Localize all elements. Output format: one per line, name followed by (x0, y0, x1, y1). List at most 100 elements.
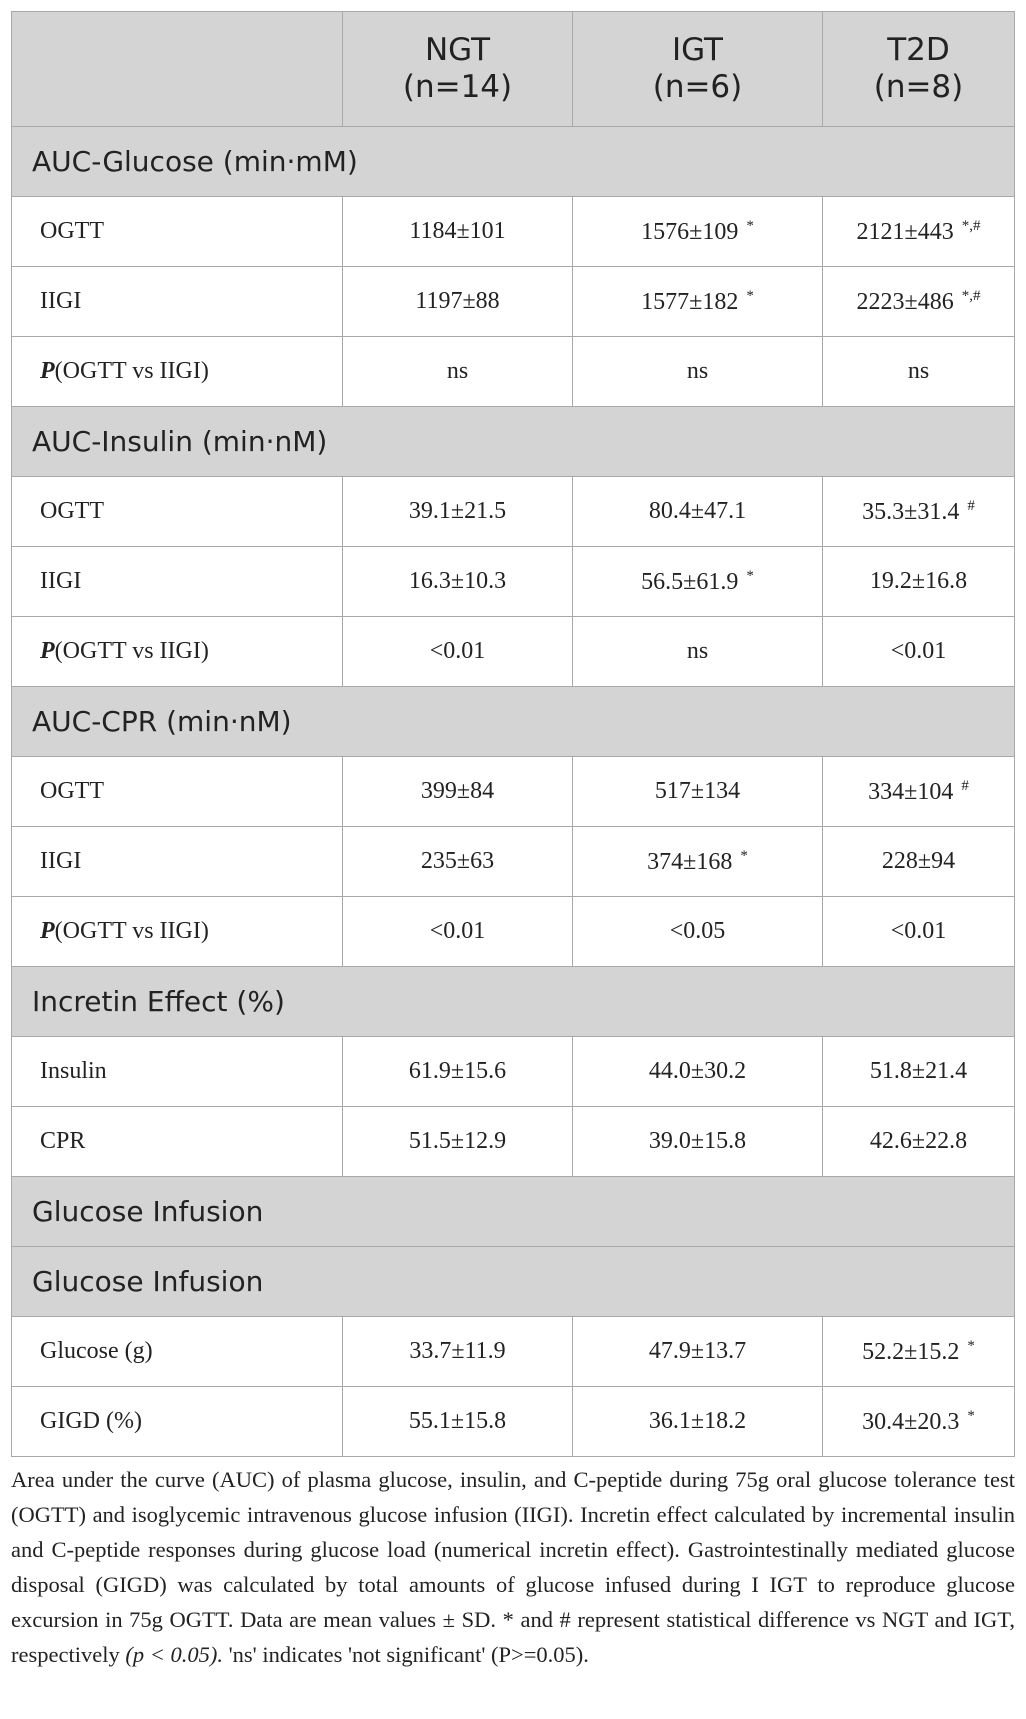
data-row: P(OGTT vs IIGI) <0.01 <0.05 <0.01 (11, 896, 1015, 967)
value-text: 36.1±18.2 (648, 1408, 747, 1434)
row-label: IIGI (11, 546, 343, 617)
data-row: OGTT 1184±101 1576±109 * 2121±443 *,# (11, 196, 1015, 267)
section-title: AUC-CPR (min·nM) (11, 686, 1015, 757)
value-text: ns (446, 358, 469, 384)
value-text: 80.4±47.1 (648, 498, 747, 524)
label-text: IIGI (40, 848, 82, 874)
significance-mark: * (967, 1407, 975, 1424)
label-text: OGTT (40, 778, 104, 804)
value-cell: 55.1±15.8 (342, 1386, 573, 1457)
section-row: Glucose Infusion (11, 1246, 1015, 1317)
value-cell: 16.3±10.3 (342, 546, 573, 617)
value-text: 334±104 (868, 778, 954, 805)
value-text: <0.01 (890, 638, 947, 664)
section-title: AUC-Glucose (min·mM) (11, 126, 1015, 197)
value-cell: ns (342, 336, 573, 407)
value-cell: ns (822, 336, 1015, 407)
section-row: AUC-Insulin (min·nM) (11, 406, 1015, 477)
value-text: 2223±486 (856, 288, 954, 315)
column-header: T2D (n=8) (822, 11, 1015, 127)
significance-mark: * (746, 217, 754, 234)
value-cell: 517±134 (572, 756, 823, 827)
data-row: P(OGTT vs IIGI) ns ns ns (11, 336, 1015, 407)
value-text: 56.5±61.9 (641, 568, 739, 595)
value-cell: 36.1±18.2 (572, 1386, 823, 1457)
data-row: OGTT 399±84 517±134 334±104 # (11, 756, 1015, 827)
data-row: IIGI 235±63 374±168 * 228±94 (11, 826, 1015, 897)
value-cell: 399±84 (342, 756, 573, 827)
value-text: ns (907, 358, 930, 384)
caption-tail: 'ns' indicates 'not significant' (P>=0.0… (223, 1642, 589, 1667)
value-cell: 51.5±12.9 (342, 1106, 573, 1177)
value-cell: 61.9±15.6 (342, 1036, 573, 1107)
value-cell: 80.4±47.1 (572, 476, 823, 547)
value-cell: 44.0±30.2 (572, 1036, 823, 1107)
value-text: 1576±109 (641, 218, 739, 245)
section-title: Glucose Infusion (11, 1246, 1015, 1317)
caption: Area under the curve (AUC) of plasma glu… (11, 1462, 1015, 1672)
value-text: ns (686, 358, 709, 384)
column-header: NGT (n=14) (342, 11, 573, 127)
value-cell: <0.01 (342, 616, 573, 687)
header-corner (11, 11, 343, 127)
label-emphasis: P (40, 358, 55, 384)
column-n: (n=14) (402, 69, 513, 105)
row-label: Glucose (g) (11, 1316, 343, 1387)
significance-mark: *,# (961, 287, 981, 304)
value-cell: 39.1±21.5 (342, 476, 573, 547)
row-label: P(OGTT vs IIGI) (11, 896, 343, 967)
value-cell: ns (572, 616, 823, 687)
section-row: Glucose Infusion (11, 1176, 1015, 1247)
row-label: Insulin (11, 1036, 343, 1107)
value-text: 30.4±20.3 (862, 1408, 960, 1435)
caption-italic: (p < 0.05). (125, 1642, 223, 1667)
label-emphasis: P (40, 918, 55, 944)
value-text: <0.01 (429, 638, 486, 664)
significance-mark: * (746, 287, 754, 304)
significance-mark: * (967, 1337, 975, 1354)
data-row: Glucose (g) 33.7±11.9 47.9±13.7 52.2±15.2 * (11, 1316, 1015, 1387)
value-text: 16.3±10.3 (408, 568, 507, 594)
label-text: CPR (40, 1128, 86, 1154)
value-cell: 30.4±20.3 * (822, 1386, 1015, 1457)
label-text: Insulin (40, 1058, 107, 1084)
value-cell: 1197±88 (342, 266, 573, 337)
row-label: OGTT (11, 476, 343, 547)
data-row: IIGI 16.3±10.3 56.5±61.9 * 19.2±16.8 (11, 546, 1015, 617)
column-name: NGT (424, 32, 491, 68)
value-text: 1197±88 (415, 288, 500, 314)
value-cell: 2121±443 *,# (822, 196, 1015, 267)
value-text: 39.1±21.5 (408, 498, 507, 524)
value-cell: 374±168 * (572, 826, 823, 897)
section-row: AUC-CPR (min·nM) (11, 686, 1015, 757)
label-text: (OGTT vs IIGI) (54, 638, 209, 664)
value-text: 39.0±15.8 (648, 1128, 747, 1154)
value-text: 2121±443 (856, 218, 954, 245)
value-text: ns (686, 638, 709, 664)
data-row: OGTT 39.1±21.5 80.4±47.1 35.3±31.4 # (11, 476, 1015, 547)
value-text: <0.05 (669, 918, 726, 944)
value-text: 399±84 (420, 778, 495, 804)
data-table: NGT (n=14) IGT (n=6) T2D (n=8) AUC-Glucose (m… (11, 11, 1015, 1457)
column-name: T2D (887, 32, 950, 68)
value-cell: 334±104 # (822, 756, 1015, 827)
value-text: 235±63 (420, 848, 495, 874)
label-text: Glucose (g) (40, 1338, 153, 1364)
data-row: GIGD (%) 55.1±15.8 36.1±18.2 30.4±20.3 * (11, 1386, 1015, 1457)
value-cell: ns (572, 336, 823, 407)
row-label: CPR (11, 1106, 343, 1177)
significance-mark: # (967, 497, 975, 514)
value-text: <0.01 (890, 918, 947, 944)
label-text: GIGD (%) (40, 1408, 142, 1434)
caption-text: Area under the curve (AUC) of plasma glu… (11, 1467, 1015, 1667)
value-text: 33.7±11.9 (409, 1338, 506, 1364)
significance-mark: *,# (961, 217, 981, 234)
value-cell: 2223±486 *,# (822, 266, 1015, 337)
value-cell: <0.01 (822, 896, 1015, 967)
value-cell: <0.01 (342, 896, 573, 967)
column-n: (n=6) (652, 69, 743, 105)
value-text: 47.9±13.7 (648, 1338, 747, 1364)
label-text: IIGI (40, 568, 82, 594)
label-text: OGTT (40, 218, 104, 244)
data-row: P(OGTT vs IIGI) <0.01 ns <0.01 (11, 616, 1015, 687)
